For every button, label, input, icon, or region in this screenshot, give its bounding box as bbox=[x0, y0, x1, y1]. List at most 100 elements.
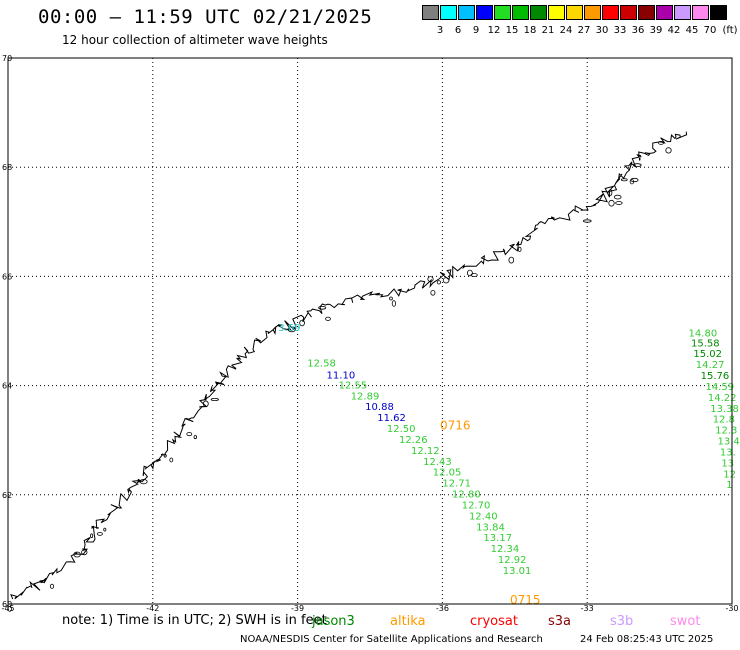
legend-swatch bbox=[512, 5, 529, 20]
wave-height-label: 11.62 bbox=[377, 413, 406, 424]
map-frame bbox=[7, 57, 733, 605]
pass-time-label: 0715 bbox=[510, 593, 541, 607]
legend-swatch bbox=[638, 5, 655, 20]
island-outline bbox=[391, 300, 396, 307]
legend-swatch bbox=[584, 5, 601, 20]
island-outline bbox=[202, 400, 209, 407]
island-outline bbox=[629, 179, 635, 185]
island-outline bbox=[163, 453, 167, 458]
wave-height-label: 12.34 bbox=[491, 544, 520, 555]
island-outline bbox=[90, 533, 94, 539]
legend-label: 3 bbox=[436, 25, 444, 36]
legend-label: 18 bbox=[523, 25, 537, 36]
legend-swatch bbox=[440, 5, 457, 20]
lon-tick-label: -30 bbox=[725, 604, 738, 613]
legend-label: 70 bbox=[703, 25, 717, 36]
legend-swatch bbox=[674, 5, 691, 20]
wave-height-label: 13.4 bbox=[718, 437, 740, 448]
wave-height-label: 10.88 bbox=[365, 402, 394, 413]
legend-label: 6 bbox=[454, 25, 462, 36]
legend-swatch bbox=[476, 5, 493, 20]
island-outline bbox=[169, 457, 174, 463]
island-outline bbox=[193, 435, 197, 440]
wave-height-label: 1 bbox=[726, 480, 732, 491]
legend-label: 15 bbox=[505, 25, 519, 36]
wave-height-label: 12.26 bbox=[399, 435, 428, 446]
wave-height-label: 13.17 bbox=[483, 533, 512, 544]
legend-label: 33 bbox=[613, 25, 627, 36]
map-subtitle: 12 hour collection of altimeter wave hei… bbox=[62, 33, 328, 47]
island-outline bbox=[658, 140, 665, 145]
wave-height-label: 14.59 bbox=[705, 382, 734, 393]
lon-tick-label: -39 bbox=[291, 604, 304, 613]
legend-swatch bbox=[656, 5, 673, 20]
lon-tick-label: -45 bbox=[1, 604, 14, 613]
island-outline bbox=[81, 549, 88, 556]
legend-label: 36 bbox=[631, 25, 645, 36]
wave-height-label: 14.22 bbox=[708, 393, 737, 404]
island-outline bbox=[436, 280, 441, 285]
wave-height-label: 13.84 bbox=[476, 522, 505, 533]
legend-swatch bbox=[494, 5, 511, 20]
lat-tick-label: 66 bbox=[2, 272, 12, 281]
legend-swatch bbox=[710, 5, 727, 20]
legend-label: 42 bbox=[667, 25, 681, 36]
legend-swatch bbox=[620, 5, 637, 20]
wave-height-label: 12.92 bbox=[498, 555, 527, 566]
wave-height-label: 12.43 bbox=[423, 457, 452, 468]
island-outline bbox=[613, 194, 622, 200]
island-outline bbox=[139, 478, 148, 485]
wave-height-label: 12.71 bbox=[442, 479, 471, 490]
wave-height-label: 13.38 bbox=[710, 404, 739, 415]
wave-height-label: 12.80 bbox=[452, 490, 481, 501]
legend-swatch bbox=[602, 5, 619, 20]
wave-height-label: 12.50 bbox=[387, 424, 416, 435]
wave-height-label: 15.76 bbox=[701, 371, 730, 382]
lon-tick-label: -33 bbox=[581, 604, 594, 613]
satellite-label: cryosat bbox=[470, 614, 518, 629]
wave-height-label: 14.27 bbox=[696, 360, 725, 371]
lat-tick-label: 68 bbox=[2, 163, 12, 172]
legend-label: 21 bbox=[541, 25, 555, 36]
island-outline bbox=[389, 296, 393, 301]
island-outline bbox=[325, 316, 331, 321]
island-outline bbox=[632, 163, 642, 167]
legend-swatch bbox=[458, 5, 475, 20]
wave-height-label: 12.3 bbox=[715, 426, 737, 437]
legend-label: 45 bbox=[685, 25, 699, 36]
island-outline bbox=[299, 319, 305, 327]
wave-height-label: 12.70 bbox=[462, 500, 491, 511]
island-outline bbox=[582, 219, 592, 223]
island-outline bbox=[630, 177, 639, 183]
island-outline bbox=[620, 178, 628, 182]
wave-height-label: 12 bbox=[723, 469, 736, 480]
wave-height-label: 12.55 bbox=[339, 380, 368, 391]
satellite-label: s3a bbox=[548, 614, 572, 629]
wave-height-label: 15.02 bbox=[693, 349, 722, 360]
legend-label: 12 bbox=[487, 25, 501, 36]
island-outline bbox=[430, 289, 436, 296]
lat-tick-label: 60 bbox=[2, 600, 12, 609]
wave-height-label: 12.89 bbox=[351, 391, 380, 402]
map-title: 00:00 – 11:59 UTC 02/21/2025 bbox=[38, 6, 373, 28]
legend-label: 24 bbox=[559, 25, 573, 36]
island-outline bbox=[508, 256, 515, 264]
island-outline bbox=[470, 273, 478, 277]
axis-ticks: -45 -42 -39 -36 -33 -30 70 68 66 64 62 60 bbox=[1, 54, 738, 613]
island-outline bbox=[442, 277, 450, 284]
island-outline bbox=[7, 606, 12, 612]
legend-swatch bbox=[692, 5, 709, 20]
legend-swatch bbox=[422, 5, 439, 20]
map-grid bbox=[8, 58, 732, 604]
wave-height-label: 14.80 bbox=[689, 328, 718, 339]
lat-tick-label: 64 bbox=[2, 382, 12, 391]
wave-height-label: 12.8 bbox=[713, 415, 735, 426]
wave-height-label: 12.05 bbox=[433, 468, 462, 479]
satellite-label: swot bbox=[670, 614, 701, 629]
wave-height-label: 11.10 bbox=[327, 371, 356, 382]
legend-label: 27 bbox=[577, 25, 591, 36]
wave-height-label: 12.12 bbox=[411, 446, 440, 457]
generated-timestamp: 24 Feb 08:25:43 UTC 2025 bbox=[580, 634, 714, 645]
coastline-path bbox=[10, 131, 688, 600]
